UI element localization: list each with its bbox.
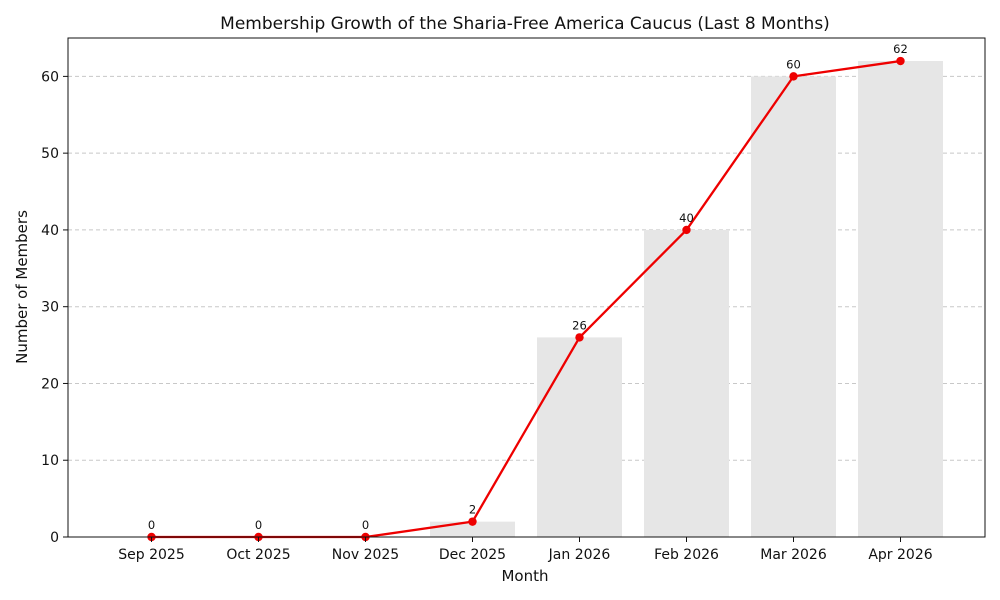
bar (751, 76, 836, 537)
y-axis-label: Number of Members (13, 210, 31, 364)
data-label: 0 (255, 518, 262, 532)
x-tick-label: Jan 2026 (548, 547, 611, 563)
label-layer: 0 0 0 2 26 40 60 62 (148, 42, 908, 532)
x-tick-label: Dec 2025 (439, 547, 506, 563)
bar (644, 229, 729, 537)
data-label: 0 (148, 518, 155, 532)
x-tick-label: Nov 2025 (332, 547, 399, 563)
line-point (682, 225, 691, 235)
y-tick-label: 20 (41, 376, 59, 392)
data-label: 40 (679, 211, 694, 225)
y-tick-label: 60 (41, 69, 59, 85)
line-point (789, 72, 798, 81)
plot-frame (67, 37, 986, 538)
bar-layer (430, 61, 943, 538)
x-tick-label: Oct 2025 (226, 547, 290, 563)
data-label: 0 (362, 518, 369, 532)
x-tick-label: Feb 2026 (654, 547, 719, 563)
x-tick-label: Apr 2026 (868, 547, 932, 563)
data-label: 60 (786, 57, 801, 71)
bar (858, 61, 943, 538)
x-tick-label: Sep 2025 (118, 547, 184, 563)
y-tick-label: 0 (50, 530, 59, 546)
line-point (575, 333, 584, 342)
y-tick-label: 10 (41, 453, 59, 469)
data-label: 2 (469, 503, 476, 517)
line-point (468, 517, 477, 526)
line-point (896, 56, 905, 66)
x-tick-label: Mar 2026 (760, 547, 827, 563)
x-axis-label: Month (501, 567, 548, 585)
grid-layer (68, 75, 985, 461)
data-label: 26 (572, 318, 587, 332)
data-label: 62 (893, 42, 908, 56)
y-tick-label: 40 (41, 223, 59, 239)
y-tick-label: 50 (41, 146, 59, 162)
y-tick-label: 30 (41, 300, 59, 316)
chart-title: Membership Growth of the Sharia-Free Ame… (220, 14, 830, 34)
bar (537, 337, 622, 537)
